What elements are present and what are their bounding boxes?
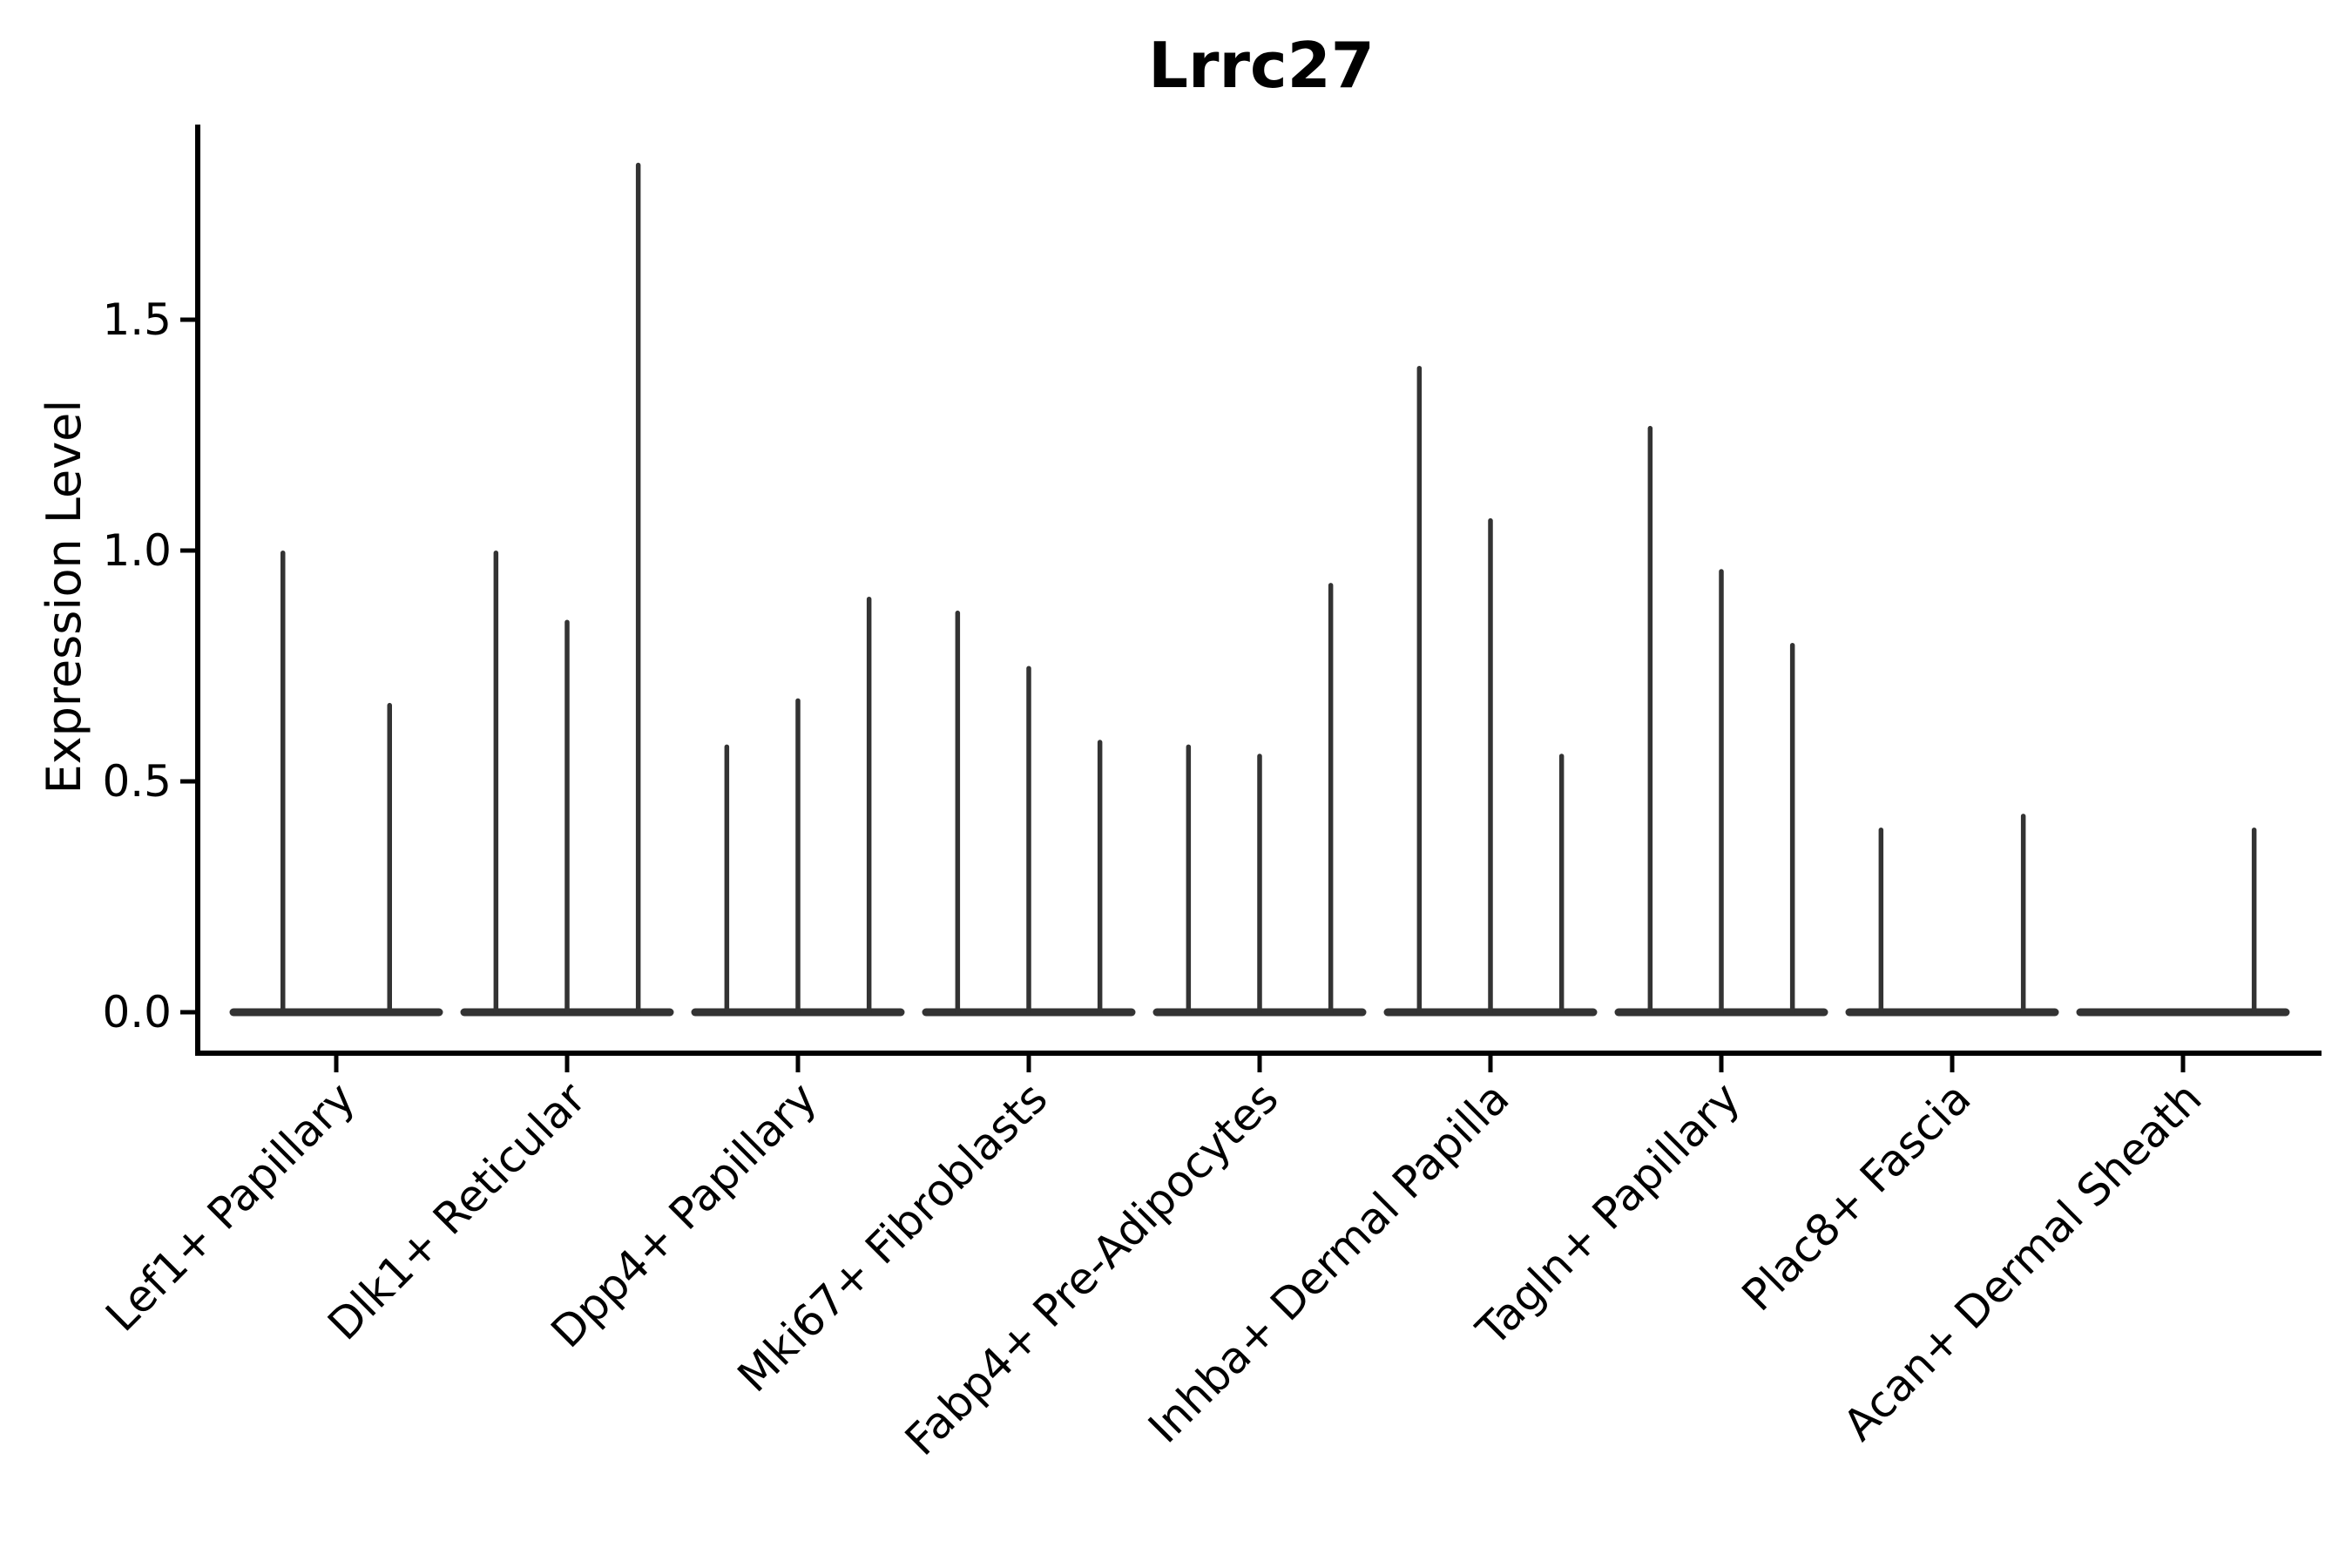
violin-spike: [1097, 740, 1103, 1015]
x-tick-label: Fabp4+ Pre-Adipocytes: [896, 1072, 1288, 1465]
y-tick-label: 1.5: [102, 294, 172, 345]
violin-spike: [1416, 366, 1423, 1015]
violin-spike: [955, 610, 961, 1015]
y-tick-label: 0.0: [102, 987, 172, 1037]
violin-spike: [635, 162, 641, 1016]
y-axis-label: Expression Level: [37, 400, 91, 794]
violin-spike: [387, 702, 392, 1015]
violin-spike: [1558, 754, 1565, 1015]
violin-spike: [493, 551, 499, 1015]
violin-spike: [2020, 814, 2026, 1015]
axes: [180, 125, 2322, 1072]
violin-spike: [1719, 569, 1724, 1015]
violin-spike: [795, 698, 801, 1015]
violin-spike: [1026, 666, 1031, 1015]
violin-spike: [1186, 744, 1192, 1015]
violin-spike: [1328, 583, 1334, 1015]
chart-title: Lrrc27: [1148, 29, 1375, 102]
x-tick-label: Plac8+ Fascia: [1733, 1072, 1981, 1321]
violin-base: [229, 1008, 443, 1017]
y-tick-label: 0.5: [102, 756, 172, 807]
violin-spike: [1488, 517, 1493, 1015]
violins: [229, 162, 2290, 1017]
violin-spike: [564, 619, 570, 1015]
y-tick-labels: 0.0 0.5 1.0 1.5: [102, 294, 172, 1037]
violin-base: [2076, 1008, 2290, 1017]
x-tick-label: Lef1+ Papillary: [96, 1072, 364, 1341]
violin-spike: [724, 744, 730, 1015]
violin-spike: [2251, 828, 2257, 1015]
violin-base: [1845, 1008, 2059, 1017]
violin-spike: [866, 597, 872, 1015]
y-tick-label: 1.0: [102, 525, 172, 576]
violin-spike: [1878, 828, 1884, 1015]
violin-spike: [1257, 754, 1262, 1015]
violin-spike: [280, 551, 286, 1015]
violin-spike: [1789, 643, 1795, 1015]
violin-spike: [1647, 425, 1653, 1015]
